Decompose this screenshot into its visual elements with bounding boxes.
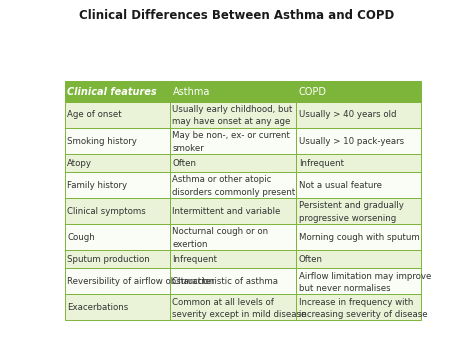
Bar (296, 268, 421, 294)
Text: Intermittent and variable: Intermittent and variable (173, 207, 281, 216)
Bar (170, 154, 296, 172)
Bar (65, 154, 170, 172)
Text: Persistent and gradually
progressive worsening: Persistent and gradually progressive wor… (299, 201, 404, 223)
Bar (296, 102, 421, 128)
Bar (65, 224, 170, 250)
Text: May be non-, ex- or current
smoker: May be non-, ex- or current smoker (173, 131, 290, 152)
Bar (296, 224, 421, 250)
Bar (170, 198, 296, 224)
Text: Smoking history: Smoking history (67, 136, 137, 146)
Text: Usually early childhood, but
may have onset at any age: Usually early childhood, but may have on… (173, 105, 293, 126)
Text: Not a usual feature: Not a usual feature (299, 180, 382, 189)
Bar (296, 154, 421, 172)
Text: Characteristic of asthma: Characteristic of asthma (173, 277, 278, 286)
Bar (65, 250, 170, 268)
Bar (65, 268, 170, 294)
Bar (296, 128, 421, 154)
Text: Age of onset: Age of onset (67, 110, 122, 119)
Text: Clinical symptoms: Clinical symptoms (67, 207, 146, 216)
Text: Common at all levels of
severity except in mild disease: Common at all levels of severity except … (173, 298, 307, 319)
Text: Usually > 10 pack-years: Usually > 10 pack-years (299, 136, 404, 146)
Bar (296, 250, 421, 268)
Bar (296, 198, 421, 224)
Text: Asthma: Asthma (173, 87, 210, 97)
Text: Cough: Cough (67, 233, 95, 242)
Text: Infrequent: Infrequent (299, 159, 344, 168)
Text: Exacerbations: Exacerbations (67, 303, 128, 312)
Text: Clinical features: Clinical features (67, 87, 157, 97)
Text: Usually > 40 years old: Usually > 40 years old (299, 110, 396, 119)
Bar (170, 224, 296, 250)
Text: Airflow limitation may improve
but never normalises: Airflow limitation may improve but never… (299, 272, 431, 293)
Bar (170, 102, 296, 128)
Bar (170, 172, 296, 198)
Bar (170, 268, 296, 294)
Text: Infrequent: Infrequent (173, 255, 218, 264)
Bar (65, 81, 170, 102)
Text: COPD: COPD (299, 87, 327, 97)
Bar (170, 128, 296, 154)
Text: Asthma or other atopic
disorders commonly present: Asthma or other atopic disorders commonl… (173, 175, 296, 196)
Text: Often: Often (173, 159, 196, 168)
Bar (65, 102, 170, 128)
Bar (65, 128, 170, 154)
Text: Increase in frequency with
increasing severity of disease: Increase in frequency with increasing se… (299, 298, 428, 319)
Text: Morning cough with sputum: Morning cough with sputum (299, 233, 419, 242)
Bar (65, 198, 170, 224)
Text: Nocturnal cough or on
exertion: Nocturnal cough or on exertion (173, 228, 269, 249)
Text: Reversibility of airflow obstruction: Reversibility of airflow obstruction (67, 277, 215, 286)
Bar (65, 172, 170, 198)
Bar (65, 294, 170, 320)
Bar (296, 172, 421, 198)
Text: Clinical Differences Between Asthma and COPD: Clinical Differences Between Asthma and … (79, 9, 395, 22)
Text: Often: Often (299, 255, 323, 264)
Bar (296, 81, 421, 102)
Bar (170, 294, 296, 320)
Text: Family history: Family history (67, 180, 128, 189)
Text: Atopy: Atopy (67, 159, 92, 168)
Bar (296, 294, 421, 320)
Text: Sputum production: Sputum production (67, 255, 150, 264)
Bar (170, 250, 296, 268)
Bar (170, 81, 296, 102)
